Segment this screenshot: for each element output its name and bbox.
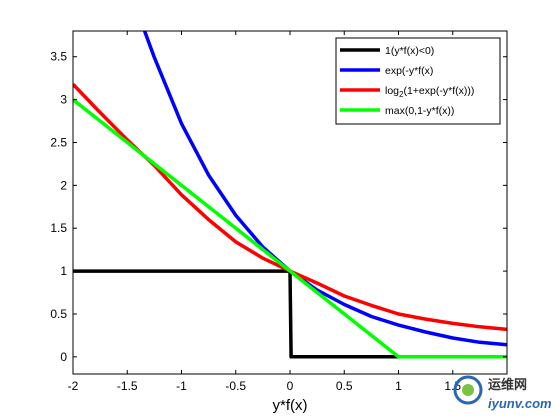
x-tick-label: -1 (176, 379, 187, 393)
legend-label-2: log2(1+exp(-y*f(x))) (385, 85, 474, 99)
y-tick-label: 1.5 (50, 221, 67, 235)
x-tick-label: 1 (395, 379, 402, 393)
y-tick-label: 2.5 (50, 135, 67, 149)
watermark: 运维网 iyunv.com (453, 375, 552, 411)
legend-label-3: max(0,1-y*f(x)) (385, 105, 454, 117)
series-group (73, 31, 507, 359)
y-tick-label: 0.5 (50, 307, 67, 321)
legend: 1(y*f(x)<0) exp(-y*f(x) log2(1+exp(-y*f(x)… (335, 37, 501, 125)
watermark-text: 运维网 (488, 377, 527, 392)
x-tick-label: 0 (287, 379, 294, 393)
series-line-1 (142, 31, 507, 347)
y-tick-label: 0 (60, 350, 67, 364)
x-tick-label: 0.5 (336, 379, 353, 393)
series-line-3 (73, 98, 507, 359)
legend-label-1: exp(-y*f(x) (385, 65, 433, 77)
x-tick-label: -0.5 (225, 379, 246, 393)
axis-ticks: -2 -1.5 -1 -0.5 0 0.5 1 1.500.511.522.533.5 (50, 31, 507, 393)
watermark-subtext: iyunv.com (488, 396, 552, 411)
y-tick-label: 2 (60, 178, 67, 192)
y-tick-label: 3.5 (50, 50, 67, 64)
y-tick-label: 1 (60, 264, 67, 278)
x-tick-label: -2 (68, 379, 79, 393)
watermark-logo-dot (462, 384, 474, 396)
y-tick-label: 3 (60, 93, 67, 107)
x-tick-label: -1.5 (117, 379, 138, 393)
x-axis-label: y*f(x) (273, 397, 308, 414)
legend-label-0: 1(y*f(x)<0) (385, 45, 434, 57)
watermark-logo-icon (453, 375, 483, 405)
